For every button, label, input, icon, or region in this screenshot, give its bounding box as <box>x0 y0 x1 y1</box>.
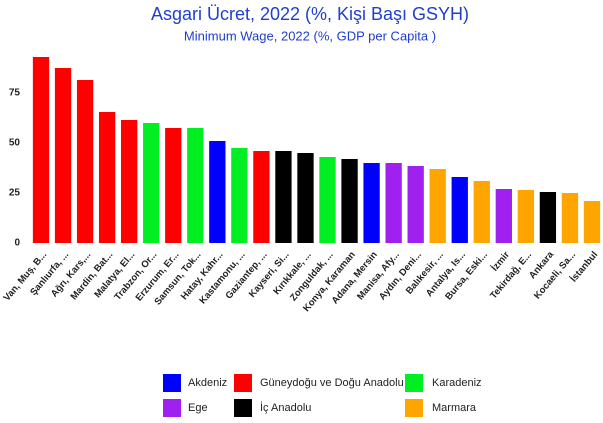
bar <box>98 112 116 243</box>
legend-label: Güneydoğu ve Doğu Anadolu <box>260 377 404 389</box>
bar <box>209 141 226 243</box>
y-tick-label: 0 <box>14 238 20 249</box>
legend-swatch <box>163 374 181 392</box>
bar <box>187 128 204 243</box>
bar <box>143 123 160 243</box>
legend-swatch <box>163 399 181 417</box>
bar <box>54 68 72 243</box>
bar <box>561 193 579 243</box>
bar <box>451 177 468 243</box>
bar <box>32 57 50 243</box>
bar <box>231 148 248 243</box>
bar <box>407 166 424 243</box>
y-tick-label: 50 <box>9 138 21 149</box>
bar <box>297 153 314 243</box>
legend-swatch <box>405 399 423 417</box>
bar <box>473 181 490 243</box>
y-tick-label: 25 <box>9 188 21 199</box>
legend-label: Karadeniz <box>432 377 482 389</box>
legend-label: Marmara <box>432 402 477 414</box>
bar <box>165 128 182 243</box>
bar <box>76 80 94 243</box>
bar <box>385 163 402 243</box>
bar <box>275 151 292 243</box>
chart-subtitle: Minimum Wage, 2022 (%, GDP per Capita ) <box>184 28 436 43</box>
y-tick-label: 75 <box>9 88 21 99</box>
legend-label: Akdeniz <box>188 377 227 389</box>
bar <box>253 151 270 243</box>
legend-swatch <box>234 399 252 417</box>
legend-swatch <box>405 374 423 392</box>
bar <box>363 163 380 243</box>
bar <box>319 157 336 243</box>
bar <box>121 120 138 243</box>
legend-label: Ege <box>188 402 208 414</box>
chart-title: Asgari Ücret, 2022 (%, Kişi Başı GSYH) <box>151 4 469 24</box>
bar <box>583 201 601 243</box>
bar <box>429 169 446 243</box>
bar <box>539 192 557 243</box>
legend-label: İç Anadolu <box>260 401 311 414</box>
legend-swatch <box>234 374 252 392</box>
bar <box>341 159 358 243</box>
bar <box>517 190 535 243</box>
bar <box>495 189 512 243</box>
